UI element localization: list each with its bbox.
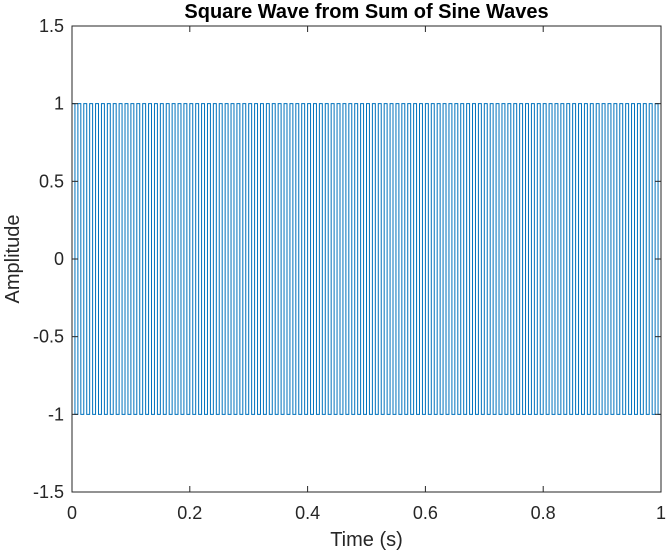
x-tick-label-3: 0.6	[413, 503, 438, 523]
x-tick-label-2: 0.4	[295, 503, 320, 523]
y-tick-label-0: -1.5	[33, 482, 64, 502]
y-tick-label-2: -0.5	[33, 327, 64, 347]
ticks-layer: 0 0.2 0.4 0.6 0.8 1 -1.5 -1 -0.5 0 0.5 1 1.5	[33, 16, 666, 523]
x-axis-label: Time (s)	[330, 529, 403, 551]
y-tick-label-1: -1	[48, 404, 64, 424]
y-tick-label-5: 1	[54, 94, 64, 114]
series-line-0	[72, 103, 661, 415]
x-tick-label-1: 0.2	[177, 503, 202, 523]
x-tick-label-5: 1	[656, 503, 666, 523]
chart-title: Square Wave from Sum of Sine Waves	[184, 1, 548, 23]
y-axis-label: Amplitude	[2, 215, 24, 304]
y-tick-label-4: 0.5	[39, 171, 64, 191]
x-tick-label-0: 0	[67, 503, 77, 523]
y-tick-label-3: 0	[54, 249, 64, 269]
x-tick-label-4: 0.8	[531, 503, 556, 523]
y-tick-label-6: 1.5	[39, 16, 64, 36]
series-layer	[72, 103, 661, 415]
